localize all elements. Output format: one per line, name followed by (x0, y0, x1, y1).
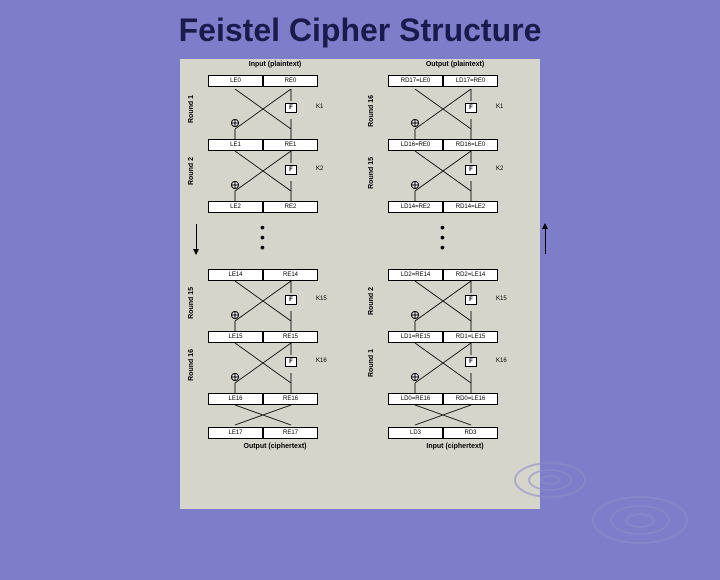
dec-output-label: Output (plaintext) (370, 61, 540, 68)
dec-round2: F K15 (388, 281, 518, 335)
k1-label: K1 (316, 104, 323, 110)
le2-box: LE2 (208, 201, 263, 213)
rd0-box: RD0=LE16 (443, 393, 498, 405)
dec-r2-in: LD2=RE14 RD2=LE14 (388, 269, 498, 281)
le14-box: LE14 (208, 269, 263, 281)
rd14-box: RD14=LE2 (443, 201, 498, 213)
le15-box: LE15 (208, 331, 263, 343)
enc-r15-out: LE15 RE15 (208, 331, 318, 343)
f-box: F (285, 103, 297, 113)
xor-icon (231, 119, 239, 127)
k1-dec-label: K1 (496, 104, 503, 110)
f-box: F (285, 357, 297, 367)
k15-label: K15 (316, 296, 327, 302)
f-box: F (465, 165, 477, 175)
le17-box: LE17 (208, 427, 263, 439)
k16-dec-label: K16 (496, 358, 507, 364)
enc-round16-label: Round 16 (188, 349, 195, 381)
dec-r16-out: LD16=RE0 RD16=LE0 (388, 139, 498, 151)
dec-r1-out: LD0=RE16 RD0=LE16 (388, 393, 498, 405)
enc-round1: F K1 (208, 89, 338, 143)
enc-final: LE17 RE17 (208, 427, 318, 439)
enc-round16: F K16 (208, 343, 338, 397)
ld14-box: LD14=RE2 (388, 201, 443, 213)
enc-r1-out: LE1 RE1 (208, 139, 318, 151)
f-box: F (285, 295, 297, 305)
ld0-box: LD0=RE16 (388, 393, 443, 405)
dec-input-label: Input (ciphertext) (370, 443, 540, 450)
rd2-box: RD2=LE14 (443, 269, 498, 281)
enc-round1-label: Round 1 (188, 95, 195, 123)
xor-icon (231, 311, 239, 319)
f-box: F (465, 295, 477, 305)
f-box: F (285, 165, 297, 175)
down-arrow-icon (196, 224, 197, 254)
ellipsis-dots: ••• (440, 222, 447, 252)
f-box: F (465, 357, 477, 367)
dec-round2-label: Round 2 (368, 287, 375, 315)
ld2-box: LD2=RE14 (388, 269, 443, 281)
re14-box: RE14 (263, 269, 318, 281)
dec-round15-label: Round 15 (368, 157, 375, 189)
dec-round1: F K16 (388, 343, 518, 397)
xor-icon (411, 181, 419, 189)
enc-round15-label: Round 15 (188, 287, 195, 319)
dec-round16-label: Round 16 (368, 95, 375, 127)
le16-box: LE16 (208, 393, 263, 405)
dec-top-halves: RD17=LE0 LD17=RE0 (388, 75, 498, 87)
re17-box: RE17 (263, 427, 318, 439)
k2-label: K2 (316, 166, 323, 172)
rd1-box: RD1=LE15 (443, 331, 498, 343)
rd16-box: RD16=LE0 (443, 139, 498, 151)
ld1-box: LD1=RE15 (388, 331, 443, 343)
xor-icon (231, 181, 239, 189)
k15-dec-label: K15 (496, 296, 507, 302)
f-box: F (465, 103, 477, 113)
xor-icon (231, 373, 239, 381)
enc-round2: F K2 (208, 151, 338, 205)
slide-title: Feistel Cipher Structure (0, 0, 720, 49)
dec-round15: F K2 (388, 151, 518, 205)
ellipsis-dots: ••• (260, 222, 267, 252)
encryption-column: Input (plaintext) LE0 RE0 Round 1 F K1 L… (190, 59, 360, 509)
le0-box: LE0 (208, 75, 263, 87)
rd3-box: RD3 (443, 427, 498, 439)
re16-box: RE16 (263, 393, 318, 405)
re2-box: RE2 (263, 201, 318, 213)
xor-icon (411, 119, 419, 127)
dec-round16: F K1 (388, 89, 518, 143)
dec-final: LD3 RD3 (388, 427, 498, 439)
enc-r16-out: LE16 RE16 (208, 393, 318, 405)
re1-box: RE1 (263, 139, 318, 151)
re0-box: RE0 (263, 75, 318, 87)
xor-icon (411, 311, 419, 319)
enc-output-label: Output (ciphertext) (190, 443, 360, 450)
k16-label: K16 (316, 358, 327, 364)
enc-r2-out: LE2 RE2 (208, 201, 318, 213)
dec-round1-label: Round 1 (368, 349, 375, 377)
xor-icon (411, 373, 419, 381)
enc-round15: F K15 (208, 281, 338, 335)
rd17-box: RD17=LE0 (388, 75, 443, 87)
feistel-diagram: Input (plaintext) LE0 RE0 Round 1 F K1 L… (180, 59, 540, 509)
ld3-box: LD3 (388, 427, 443, 439)
re15-box: RE15 (263, 331, 318, 343)
enc-round2-label: Round 2 (188, 157, 195, 185)
k2-dec-label: K2 (496, 166, 503, 172)
ld16-box: LD16=RE0 (388, 139, 443, 151)
enc-r15-in: LE14 RE14 (208, 269, 318, 281)
enc-input-halves: LE0 RE0 (208, 75, 318, 87)
enc-input-label: Input (plaintext) (190, 61, 360, 68)
dec-r2-out: LD1=RE15 RD1=LE15 (388, 331, 498, 343)
up-arrow-icon (545, 224, 546, 254)
le1-box: LE1 (208, 139, 263, 151)
dec-r15-out: LD14=RE2 RD14=LE2 (388, 201, 498, 213)
decryption-column: Output (plaintext) RD17=LE0 LD17=RE0 Rou… (370, 59, 540, 509)
ld17-box: LD17=RE0 (443, 75, 498, 87)
